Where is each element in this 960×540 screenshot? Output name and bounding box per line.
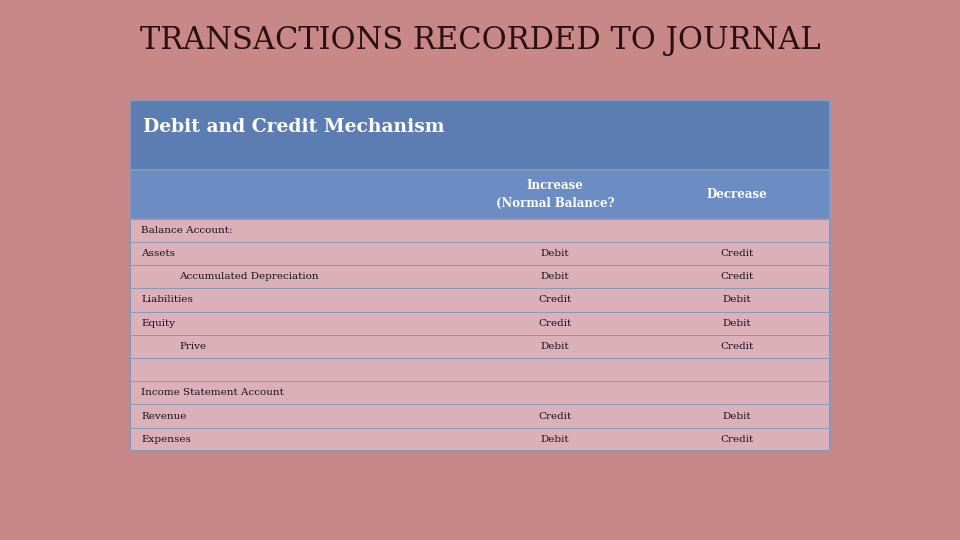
FancyBboxPatch shape [130,335,830,358]
FancyBboxPatch shape [130,428,830,451]
FancyBboxPatch shape [130,288,830,312]
Text: Liabilities: Liabilities [141,295,193,305]
FancyBboxPatch shape [130,381,830,404]
Text: Assets: Assets [141,249,175,258]
Text: Debit: Debit [723,411,752,421]
Text: Increase: Increase [526,179,584,192]
FancyBboxPatch shape [130,100,830,170]
Text: TRANSACTIONS RECORDED TO JOURNAL: TRANSACTIONS RECORDED TO JOURNAL [140,25,820,56]
Text: Debit: Debit [540,342,569,351]
Text: Credit: Credit [721,342,754,351]
Text: Credit: Credit [539,411,571,421]
Text: (Normal Balance?: (Normal Balance? [495,197,614,210]
Text: Credit: Credit [539,319,571,328]
Text: Debit: Debit [540,435,569,444]
FancyBboxPatch shape [130,358,830,381]
Text: Credit: Credit [721,272,754,281]
Text: Debit and Credit Mechanism: Debit and Credit Mechanism [143,118,444,136]
Text: Expenses: Expenses [141,435,191,444]
FancyBboxPatch shape [130,219,830,242]
FancyBboxPatch shape [130,170,830,219]
Text: Balance Account:: Balance Account: [141,226,232,235]
Text: Debit: Debit [540,272,569,281]
Text: Credit: Credit [721,249,754,258]
FancyBboxPatch shape [130,312,830,335]
Text: Debit: Debit [540,249,569,258]
Text: Debit: Debit [723,295,752,305]
Text: Credit: Credit [539,295,571,305]
Text: Debit: Debit [723,319,752,328]
Text: Prive: Prive [180,342,206,351]
Text: Equity: Equity [141,319,176,328]
FancyBboxPatch shape [130,265,830,288]
Text: Decrease: Decrease [707,188,768,201]
Text: Income Statement Account: Income Statement Account [141,388,284,397]
Text: Accumulated Depreciation: Accumulated Depreciation [180,272,319,281]
FancyBboxPatch shape [130,242,830,265]
Text: Credit: Credit [721,435,754,444]
FancyBboxPatch shape [130,404,830,428]
Text: Revenue: Revenue [141,411,186,421]
